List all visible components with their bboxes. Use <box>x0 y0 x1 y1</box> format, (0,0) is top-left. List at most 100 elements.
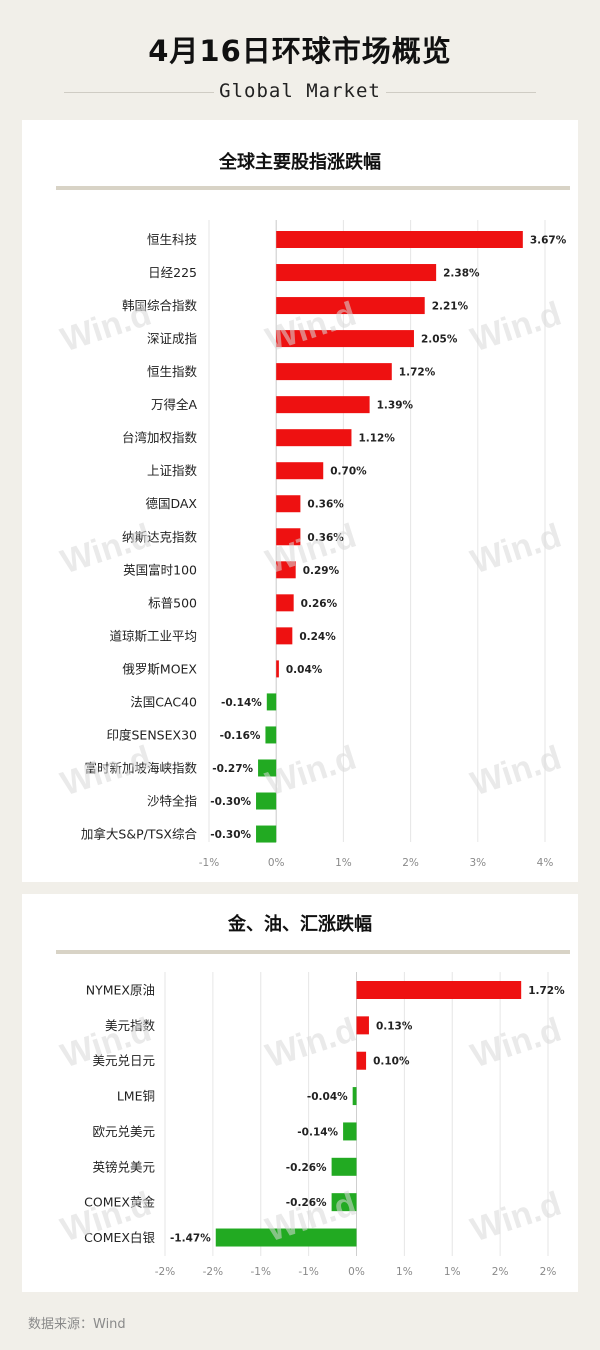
title-divider-right <box>386 92 536 93</box>
data-label: 0.36% <box>307 532 344 544</box>
category-label: 英镑兑美元 <box>92 1159 155 1174</box>
bar <box>356 981 522 999</box>
data-label: 1.72% <box>528 985 565 997</box>
data-label: 1.72% <box>399 367 436 379</box>
commodity-title-rule <box>56 950 570 954</box>
category-label: 美元兑日元 <box>92 1053 155 1068</box>
data-label: -0.26% <box>286 1197 327 1209</box>
category-label: COMEX黄金 <box>84 1195 155 1210</box>
x-tick-label: -1% <box>298 1266 318 1278</box>
data-label: 1.39% <box>377 400 414 412</box>
bar <box>276 627 293 645</box>
category-label: 标普500 <box>148 595 197 610</box>
data-label: 0.13% <box>376 1020 413 1032</box>
bar <box>256 792 277 810</box>
commodity-panel: 金、油、汇涨跌幅 -2% -2% -1% -1% 0% 1% 1% 2% 2% NYMEX原油 1.… <box>22 894 578 1292</box>
x-tick-label: 0% <box>348 1266 365 1278</box>
x-tick-label: 2% <box>492 1266 509 1278</box>
bar <box>266 693 277 711</box>
equity-title-rule <box>56 186 570 190</box>
category-label: 富时新加坡海峡指数 <box>84 760 197 775</box>
equity-chart: -1% 0% 1% 2% 3% 4% 恒生科技 3.67% 日经225 2.38% 韩国综合指数 2.… <box>81 220 567 869</box>
bar <box>256 825 277 843</box>
data-label: -0.27% <box>212 763 253 775</box>
x-tick-label: 3% <box>469 857 486 869</box>
bar <box>276 660 279 678</box>
data-label: 2.38% <box>443 268 480 280</box>
bar <box>356 1016 369 1035</box>
category-label: 深证成指 <box>147 331 197 346</box>
bar <box>276 561 296 579</box>
bar <box>276 297 425 315</box>
data-label: 2.21% <box>432 301 469 313</box>
data-label: -0.30% <box>210 829 251 841</box>
category-label: LME铜 <box>117 1089 155 1104</box>
equity-panel: 全球主要股指涨跌幅 -1% 0% 1% 2% 3% 4% 恒生科技 3.67% 日经225 2.3… <box>22 120 578 882</box>
x-tick-label: 1% <box>396 1266 413 1278</box>
category-label: 万得全A <box>151 397 198 412</box>
data-label: 0.70% <box>330 466 367 478</box>
x-tick-label: -2% <box>203 1266 223 1278</box>
x-tick-label: 0% <box>268 857 285 869</box>
x-tick-label: 4% <box>537 857 554 869</box>
category-label: NYMEX原油 <box>86 983 155 998</box>
title-divider-left <box>64 92 214 93</box>
page-title: 4月16日环球市场概览 <box>148 34 452 68</box>
data-label: 2.05% <box>421 334 458 346</box>
category-label: 上证指数 <box>147 463 198 478</box>
category-label: 沙特全指 <box>147 794 197 809</box>
category-label: 印度SENSEX30 <box>107 727 198 742</box>
bar <box>276 330 414 348</box>
data-label: -0.30% <box>210 796 251 808</box>
bar <box>343 1122 357 1141</box>
x-tick-label: 2% <box>402 857 419 869</box>
bar <box>276 462 324 480</box>
data-label: 0.04% <box>286 664 323 676</box>
category-label: 道琼斯工业平均 <box>109 628 197 643</box>
page-subtitle: Global Market <box>219 80 381 102</box>
category-label: 台湾加权指数 <box>122 430 198 445</box>
category-label: 纳斯达克指数 <box>122 529 198 544</box>
category-label: 美元指数 <box>105 1018 156 1033</box>
category-label: 韩国综合指数 <box>122 298 198 313</box>
bar <box>276 363 392 381</box>
bar <box>276 594 294 612</box>
data-label: 0.36% <box>307 499 344 511</box>
bar <box>265 726 277 744</box>
bar <box>356 1051 367 1070</box>
commodity-chart-title: 金、油、汇涨跌幅 <box>228 914 372 935</box>
data-label: -0.04% <box>307 1091 348 1103</box>
x-tick-label: 1% <box>335 857 352 869</box>
category-label: 俄罗斯MOEX <box>122 661 197 676</box>
x-tick-label: -1% <box>199 857 219 869</box>
x-tick-label: -1% <box>251 1266 271 1278</box>
data-label: -0.14% <box>221 697 262 709</box>
category-label: 法国CAC40 <box>130 694 197 709</box>
data-label: 0.26% <box>301 598 338 610</box>
category-label: 恒生指数 <box>147 364 198 379</box>
data-label: 0.24% <box>299 631 336 643</box>
bar <box>215 1228 357 1247</box>
data-label: 3.67% <box>530 235 567 247</box>
category-label: 德国DAX <box>145 496 197 511</box>
x-tick-label: 1% <box>444 1266 461 1278</box>
x-tick-label: 2% <box>540 1266 557 1278</box>
data-label: -0.26% <box>286 1162 327 1174</box>
category-label: 加拿大S&P/TSX综合 <box>81 827 198 842</box>
x-tick-label: -2% <box>155 1266 175 1278</box>
bar <box>276 528 301 546</box>
category-label: 欧元兑美元 <box>92 1124 155 1139</box>
bar <box>258 759 277 777</box>
bar <box>352 1087 357 1106</box>
data-label: -0.14% <box>297 1126 338 1138</box>
category-label: 日经225 <box>148 265 197 280</box>
bar <box>276 231 523 248</box>
bar <box>276 429 352 447</box>
data-label: 0.29% <box>303 565 340 577</box>
equity-chart-title: 全球主要股指涨跌幅 <box>219 152 381 173</box>
bar <box>276 495 301 513</box>
category-label: COMEX白银 <box>84 1230 155 1245</box>
bar <box>276 264 437 282</box>
bar <box>276 396 370 414</box>
bar <box>331 1193 357 1212</box>
